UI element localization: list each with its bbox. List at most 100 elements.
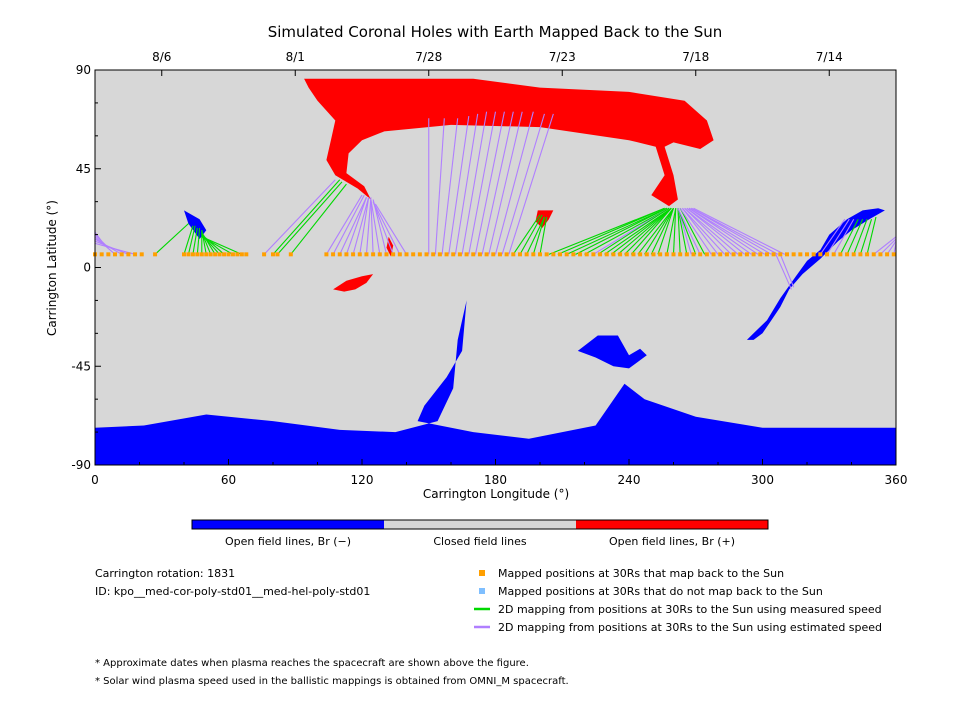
mapped-point xyxy=(324,252,329,257)
mapped-point xyxy=(344,252,349,257)
mapped-point xyxy=(517,252,522,257)
mapped-point xyxy=(113,252,118,257)
mapped-point xyxy=(511,252,516,257)
mapped-point xyxy=(377,252,382,257)
chart-title: Simulated Coronal Holes with Earth Mappe… xyxy=(268,23,723,41)
mapped-point xyxy=(437,252,442,257)
measured-speed-mapping-line xyxy=(548,207,665,255)
legend-label: 2D mapping from positions at 30Rs to the… xyxy=(498,603,882,616)
estimated-speed-mapping-line xyxy=(677,208,701,255)
mapped-point xyxy=(651,252,656,257)
mapped-point xyxy=(825,252,830,257)
measured-speed-mapping-line xyxy=(677,208,697,255)
estimated-speed-mapping-line xyxy=(833,218,855,255)
positive-open-field-region xyxy=(333,274,374,292)
estimated-speed-mapping-line xyxy=(677,208,692,255)
mapping-lines xyxy=(94,111,897,290)
mapped-point xyxy=(778,252,783,257)
mapped-point xyxy=(871,252,876,257)
mapped-point xyxy=(411,252,416,257)
mapped-point xyxy=(491,252,496,257)
estimated-speed-mapping-line xyxy=(468,111,497,255)
mapped-point xyxy=(226,252,231,257)
measured-speed-mapping-line xyxy=(277,181,343,255)
mapped-point xyxy=(831,252,836,257)
estimated-speed-mapping-line xyxy=(775,254,792,290)
mapped-point xyxy=(838,252,843,257)
mapped-point xyxy=(204,252,209,257)
estimated-speed-mapping-line xyxy=(826,218,850,255)
estimated-speed-mapping-line xyxy=(332,194,365,255)
mapped-point xyxy=(724,252,729,257)
measured-speed-mapping-line xyxy=(539,216,548,255)
mapped-point xyxy=(331,252,336,257)
mapped-point xyxy=(858,252,863,257)
mapped-point xyxy=(798,252,803,257)
measured-speed-mapping-line xyxy=(566,207,668,255)
date-axis-ticks: 8/6 8/1 7/28 7/23 7/18 7/14 xyxy=(152,50,843,76)
measured-speed-mapping-line xyxy=(846,218,864,255)
mapped-point xyxy=(758,252,763,257)
estimated-speed-mapping-line xyxy=(681,207,726,255)
mapped-point xyxy=(199,252,204,257)
estimated-speed-mapping-line xyxy=(434,118,445,255)
y-axis-label: Carrington Latitude (°) xyxy=(45,200,59,336)
estimated-speed-mapping-line xyxy=(691,207,779,255)
colorbar: Open field lines, Br (−) Closed field lin… xyxy=(191,519,769,548)
mapped-point xyxy=(239,252,244,257)
mapped-point xyxy=(391,252,396,257)
mapped-point xyxy=(538,252,542,257)
measured-speed-mapping-line xyxy=(584,207,670,255)
mapped-point xyxy=(764,252,769,257)
mapped-point xyxy=(684,252,689,257)
mapped-point xyxy=(471,252,476,257)
mapped-point xyxy=(424,252,429,257)
y-axis-ticks: 90 45 0 -45 -90 xyxy=(71,63,101,472)
measured-speed-mapping-line xyxy=(290,183,347,255)
mapped-point xyxy=(524,252,529,257)
mapped-point xyxy=(604,252,609,257)
estimated-speed-mapping-line xyxy=(352,197,370,255)
negative-open-field-region xyxy=(184,210,207,239)
legend-label: 2D mapping from positions at 30Rs to the… xyxy=(498,621,882,634)
estimated-speed-mapping-line xyxy=(359,197,370,255)
mapped-point xyxy=(106,252,111,257)
mapped-point xyxy=(731,252,736,257)
mapped-point xyxy=(271,252,275,257)
estimated-speed-mapping-line xyxy=(494,111,534,255)
measured-speed-mapping-line xyxy=(617,207,672,255)
measured-speed-mapping-line xyxy=(650,208,674,255)
y-tick-label: -45 xyxy=(71,359,91,373)
mapped-point xyxy=(891,252,896,257)
measured-speed-mapping-line xyxy=(672,208,677,255)
mapped-point xyxy=(497,252,502,257)
mapped-point xyxy=(784,252,789,257)
mapped-point xyxy=(751,252,756,257)
mapped-point xyxy=(591,252,596,257)
mapped-point xyxy=(738,252,743,257)
date-tick-label: 7/18 xyxy=(682,50,709,64)
mapped-point xyxy=(691,252,696,257)
measured-speed-mapping-line xyxy=(532,216,545,255)
measured-speed-mapping-line xyxy=(657,208,675,255)
mapped-point xyxy=(771,252,776,257)
estimated-speed-mapping-line xyxy=(488,111,523,255)
mapped-point xyxy=(451,252,456,257)
mapped-point xyxy=(618,252,623,257)
mapped-point xyxy=(222,252,227,257)
mapped-point xyxy=(791,252,796,257)
mapped-point xyxy=(213,252,218,257)
x-axis-label: Carrington Longitude (°) xyxy=(423,487,569,501)
footnote-dates: * Approximate dates when plasma reaches … xyxy=(95,658,529,669)
mapped-point xyxy=(644,252,649,257)
mapped-point xyxy=(564,252,569,257)
mapped-point xyxy=(477,252,482,257)
mapped-point xyxy=(126,252,131,257)
mapped-point xyxy=(417,252,422,257)
measured-speed-mapping-line xyxy=(677,208,681,255)
colorbar-segment xyxy=(192,520,384,529)
date-tick-label: 8/1 xyxy=(286,50,305,64)
measured-speed-mapping-line xyxy=(526,216,545,255)
mapped-point xyxy=(664,252,669,257)
legend-swatch-square xyxy=(479,588,485,594)
